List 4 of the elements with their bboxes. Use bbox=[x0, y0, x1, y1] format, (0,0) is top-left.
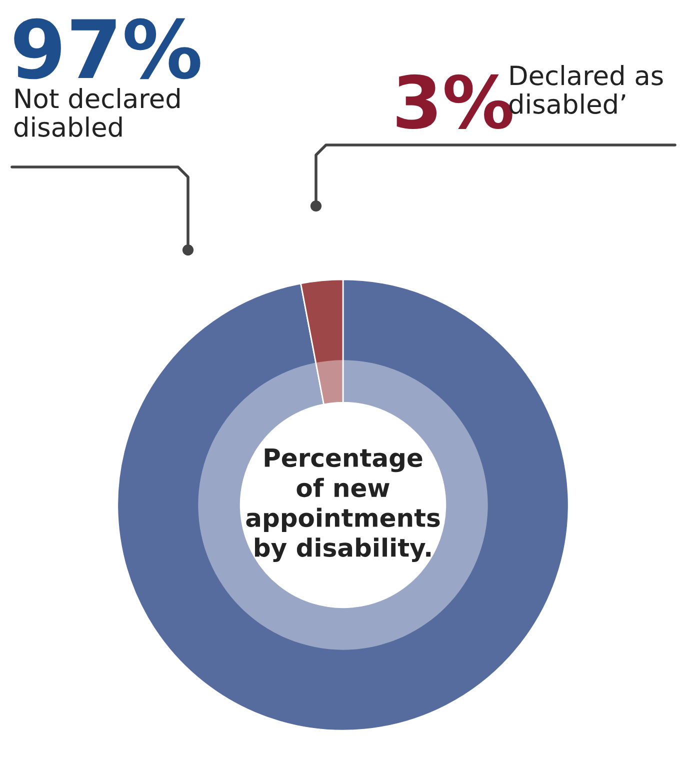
slice-label: Not declared disabled bbox=[14, 88, 180, 137]
text: Percentage of new appointments by disability. bbox=[246, 448, 440, 562]
data-label: 97% bbox=[14, 18, 200, 80]
donut-slice bbox=[116, 278, 570, 732]
